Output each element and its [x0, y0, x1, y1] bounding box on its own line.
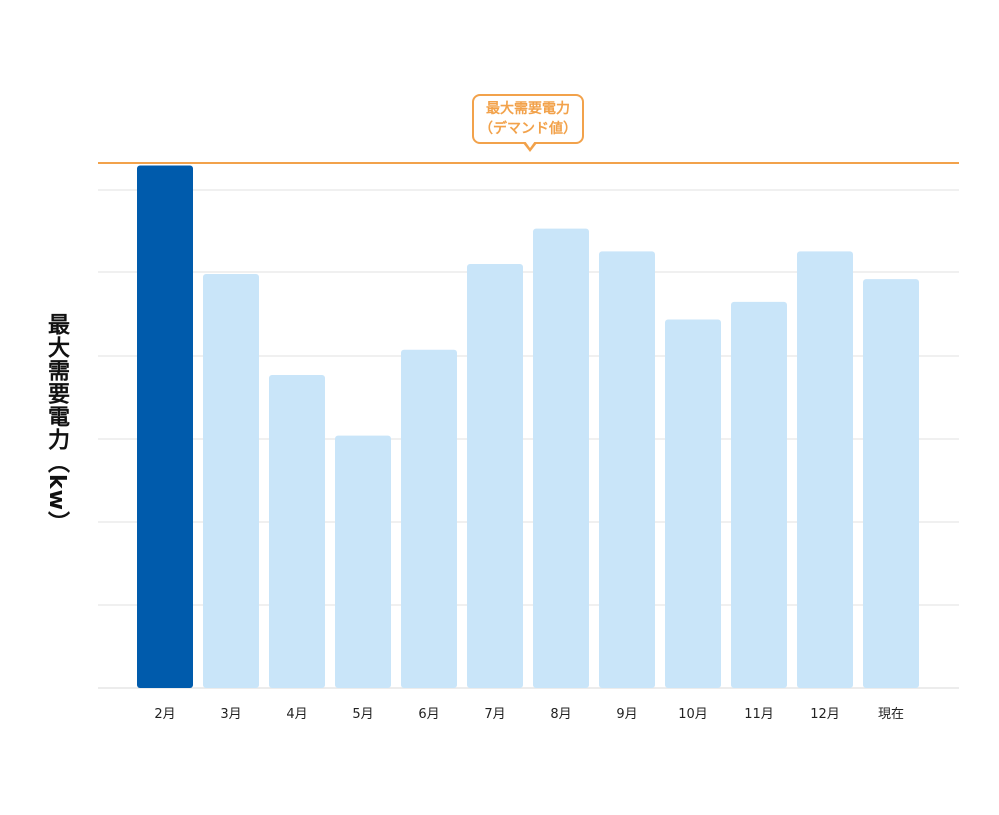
x-tick-label: 7月	[484, 707, 505, 722]
bar-12	[863, 279, 919, 688]
bar-5	[401, 349, 457, 688]
bar-9	[665, 319, 721, 688]
bars	[137, 165, 919, 688]
x-tick-label: 5月	[352, 707, 373, 722]
x-tick-label: 11月	[744, 707, 774, 722]
x-tick-label: 8月	[550, 707, 571, 722]
x-tick-labels: 2月 3月 4月 5月 6月 7月 8月 9月 10月 11月 12月 現在	[154, 707, 904, 722]
x-tick-label: 10月	[678, 707, 708, 722]
x-tick-label: 2月	[154, 707, 175, 722]
demand-callout: 最大需要電力 （デマンド値）	[472, 94, 584, 152]
x-tick-label: 12月	[810, 707, 840, 722]
x-tick-label: 4月	[286, 707, 307, 722]
bar-3	[269, 375, 325, 688]
demand-callout-line1: 最大需要電力	[486, 101, 570, 117]
bar-4	[335, 435, 391, 688]
x-tick-label: 3月	[220, 707, 241, 722]
x-tick-label: 現在	[878, 707, 904, 722]
y-axis-label: 最大需要電力（kw）	[44, 313, 69, 534]
bar-8	[599, 251, 655, 688]
demand-callout-line2: （デマンド値）	[479, 121, 577, 137]
x-tick-label: 6月	[418, 707, 439, 722]
bar-6	[467, 263, 523, 688]
x-tick-label: 9月	[616, 707, 637, 722]
callout-pointer	[523, 141, 537, 152]
bar-1	[137, 165, 193, 688]
bar-2	[203, 274, 259, 688]
bar-11	[797, 251, 853, 688]
bar-10	[731, 301, 787, 688]
bar-7	[533, 228, 589, 688]
